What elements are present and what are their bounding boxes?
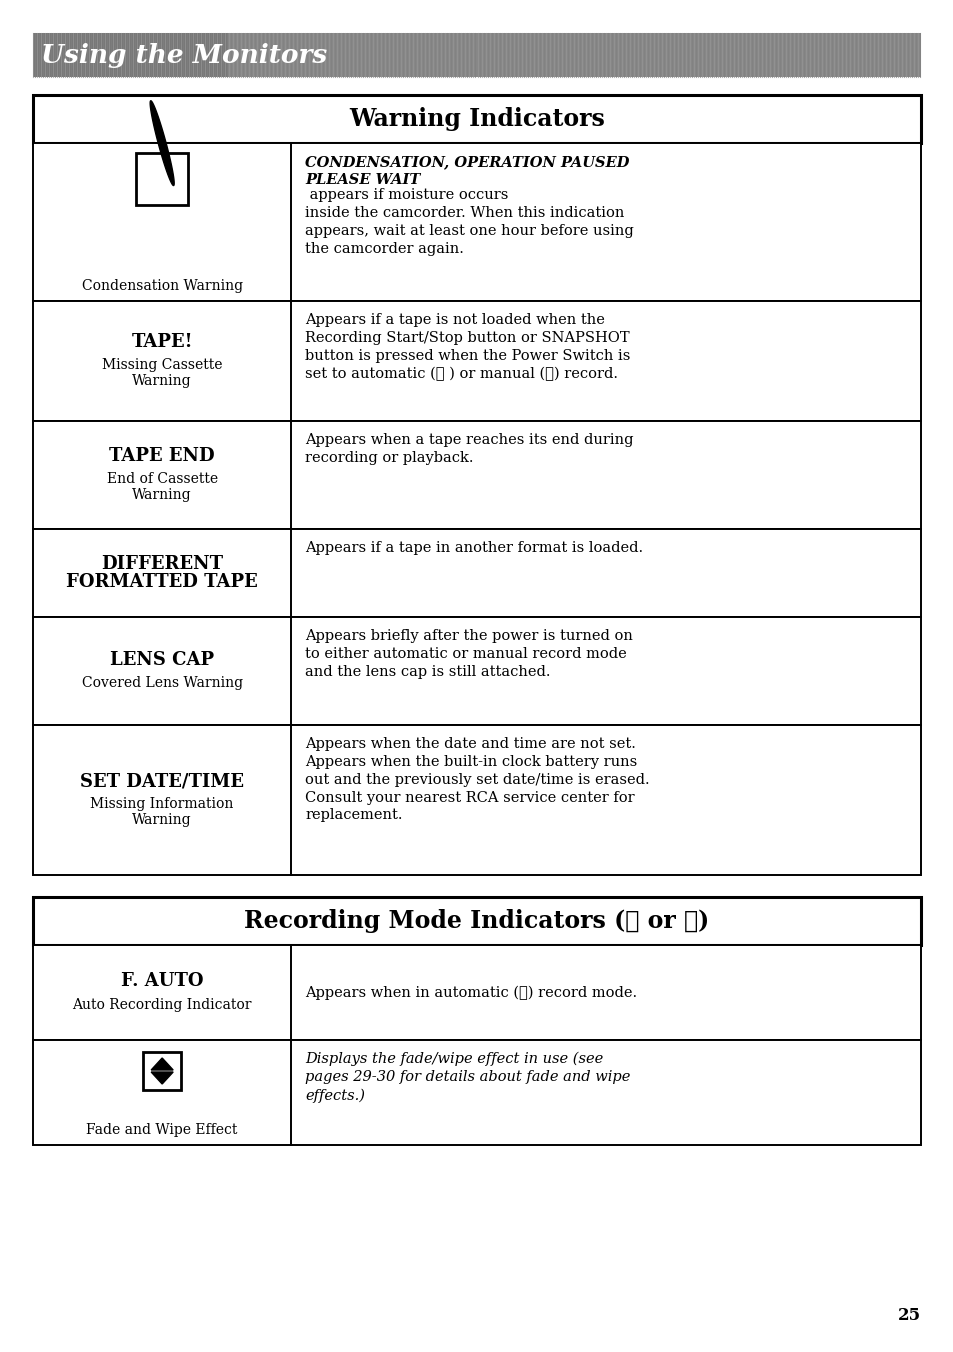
Text: Condensation Warning: Condensation Warning	[82, 279, 242, 293]
Text: Recording Mode Indicators (Ⓜ or Ⓞ): Recording Mode Indicators (Ⓜ or Ⓞ)	[244, 909, 709, 933]
Text: TAPE END: TAPE END	[110, 448, 214, 465]
Bar	[33, 945, 920, 1040]
Text: Covered Lens Warning: Covered Lens Warning	[82, 676, 242, 690]
Text: CONDENSATION, OPERATION PAUSED
PLEASE WAIT: CONDENSATION, OPERATION PAUSED PLEASE WA…	[305, 155, 629, 187]
Text: LENS CAP: LENS CAP	[110, 652, 214, 669]
Text: End of Cassette: End of Cassette	[107, 472, 217, 485]
Polygon shape	[151, 1072, 173, 1084]
Text: DIFFERENT: DIFFERENT	[101, 556, 223, 573]
Bar	[33, 95, 920, 143]
Bar	[33, 420, 920, 529]
Polygon shape	[150, 101, 174, 185]
Text: 25: 25	[897, 1307, 920, 1324]
Text: Warning: Warning	[132, 813, 192, 827]
Text: Appears when in automatic (Ⓜ) record mode.: Appears when in automatic (Ⓜ) record mod…	[305, 986, 637, 999]
Text: appears if moisture occurs
inside the camcorder. When this indication
appears, w: appears if moisture occurs inside the ca…	[305, 188, 634, 256]
Text: Missing Information: Missing Information	[91, 796, 233, 811]
Bar	[33, 1040, 920, 1145]
Polygon shape	[151, 1059, 173, 1069]
Bar	[33, 617, 920, 725]
Text: Appears if a tape in another format is loaded.: Appears if a tape in another format is l…	[305, 541, 642, 556]
Text: Warning: Warning	[132, 375, 192, 388]
Text: Appears if a tape is not loaded when the
Recording Start/Stop button or SNAPSHOT: Appears if a tape is not loaded when the…	[305, 314, 630, 381]
Text: TAPE!: TAPE!	[132, 333, 193, 352]
Bar	[143, 1052, 181, 1090]
Text: Appears when a tape reaches its end during
recording or playback.: Appears when a tape reaches its end duri…	[305, 433, 633, 465]
Text: Warning Indicators: Warning Indicators	[349, 107, 604, 131]
Text: Auto Recording Indicator: Auto Recording Indicator	[72, 998, 252, 1011]
Text: F. AUTO: F. AUTO	[121, 972, 203, 991]
Bar	[33, 725, 920, 875]
Text: Displays the fade/wipe effect in use (see
pages 29-30 for details about fade and: Displays the fade/wipe effect in use (se…	[305, 1052, 630, 1103]
Bar	[33, 32, 920, 77]
Text: Appears briefly after the power is turned on
to either automatic or manual recor: Appears briefly after the power is turne…	[305, 629, 633, 679]
Bar	[136, 153, 188, 206]
Text: SET DATE/TIME: SET DATE/TIME	[80, 772, 244, 790]
Text: Warning: Warning	[132, 488, 192, 502]
Text: Using the Monitors: Using the Monitors	[41, 42, 327, 68]
Text: Missing Cassette: Missing Cassette	[102, 358, 222, 372]
Bar	[33, 143, 920, 301]
Bar	[33, 301, 920, 420]
Text: Fade and Wipe Effect: Fade and Wipe Effect	[87, 1124, 237, 1137]
Text: FORMATTED TAPE: FORMATTED TAPE	[66, 573, 257, 591]
Bar	[33, 529, 920, 617]
Text: Appears when the date and time are not set.
Appears when the built-in clock batt: Appears when the date and time are not s…	[305, 737, 649, 822]
Bar	[33, 896, 920, 945]
Bar	[33, 32, 228, 77]
